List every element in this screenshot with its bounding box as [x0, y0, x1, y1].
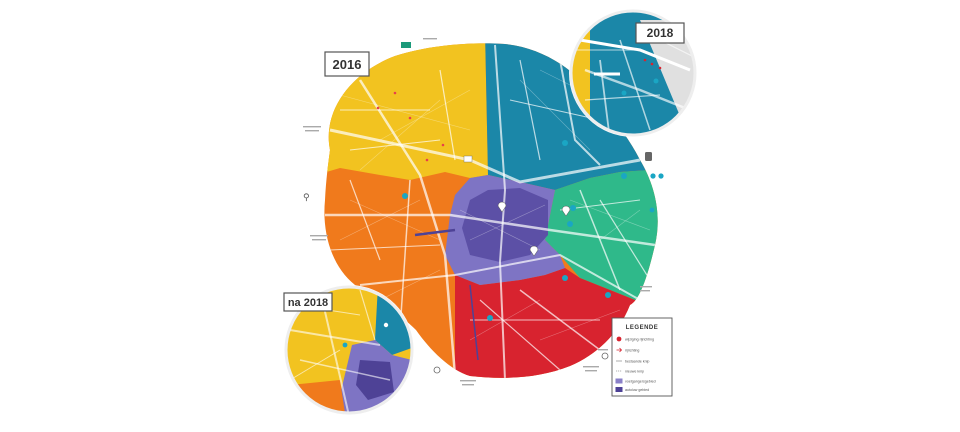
parking-marker [562, 140, 568, 146]
parking-marker [487, 315, 493, 321]
roundabout-icon [601, 352, 609, 360]
tiny-labels [303, 38, 652, 386]
parking-marker [567, 221, 573, 227]
train-icon [645, 152, 652, 161]
info-marker [650, 173, 656, 179]
red-circle-icon [616, 336, 622, 342]
info-marker [649, 207, 655, 213]
outside-icons: ⚲ [303, 38, 664, 386]
inset-map-2018-bottom: na 2018 [283, 285, 414, 415]
fine-streets [339, 69, 651, 341]
poi-pin-icon [529, 245, 539, 257]
year-label-2016: 2016 [324, 51, 370, 77]
map-markers [376, 91, 627, 321]
legend-item-label: autoluw gebied [625, 388, 649, 392]
year-na-2018-text: na 2018 [288, 297, 328, 309]
inset-ring [569, 9, 697, 137]
building-icon [463, 155, 473, 163]
legend-item-label: wijziging rijrichting [625, 338, 654, 342]
parking-marker [562, 275, 568, 281]
legend-item-label: rijrichting [625, 349, 639, 353]
violet-road [414, 228, 456, 237]
parking-marker [621, 173, 627, 179]
legend-item-label: nieuwe knip [625, 370, 644, 374]
roundabout-icon [433, 366, 441, 374]
arrow-icon [616, 347, 623, 353]
bicycle-icon: ⚲ [303, 193, 310, 203]
parking-marker [570, 205, 576, 211]
swatch-icon [615, 378, 623, 384]
parking-marker [402, 193, 408, 199]
legend: LEGENDE wijziging rijrichting rijrichtin… [611, 317, 673, 397]
street-network [325, 44, 656, 378]
poi-pin-icon [497, 201, 507, 213]
legend-item-label: bestaande knip [625, 360, 649, 364]
year-2018-top-text: 2018 [647, 26, 674, 40]
poi-pin-icon [561, 205, 571, 217]
exit-sign-icon [401, 42, 411, 48]
parking-marker [605, 292, 611, 298]
info-marker [658, 173, 664, 179]
year-2016-text: 2016 [333, 57, 362, 72]
violet-road-south [469, 284, 479, 361]
direction-dots [376, 91, 445, 162]
legend-title: LEGENDE [626, 325, 659, 331]
legend-item-label: voetgangersgebied [625, 380, 656, 384]
swatch-icon [615, 387, 623, 392]
inset-map-2018-top: 2018 [569, 9, 697, 137]
zone-violet [462, 188, 548, 262]
inset-ring [284, 285, 414, 415]
